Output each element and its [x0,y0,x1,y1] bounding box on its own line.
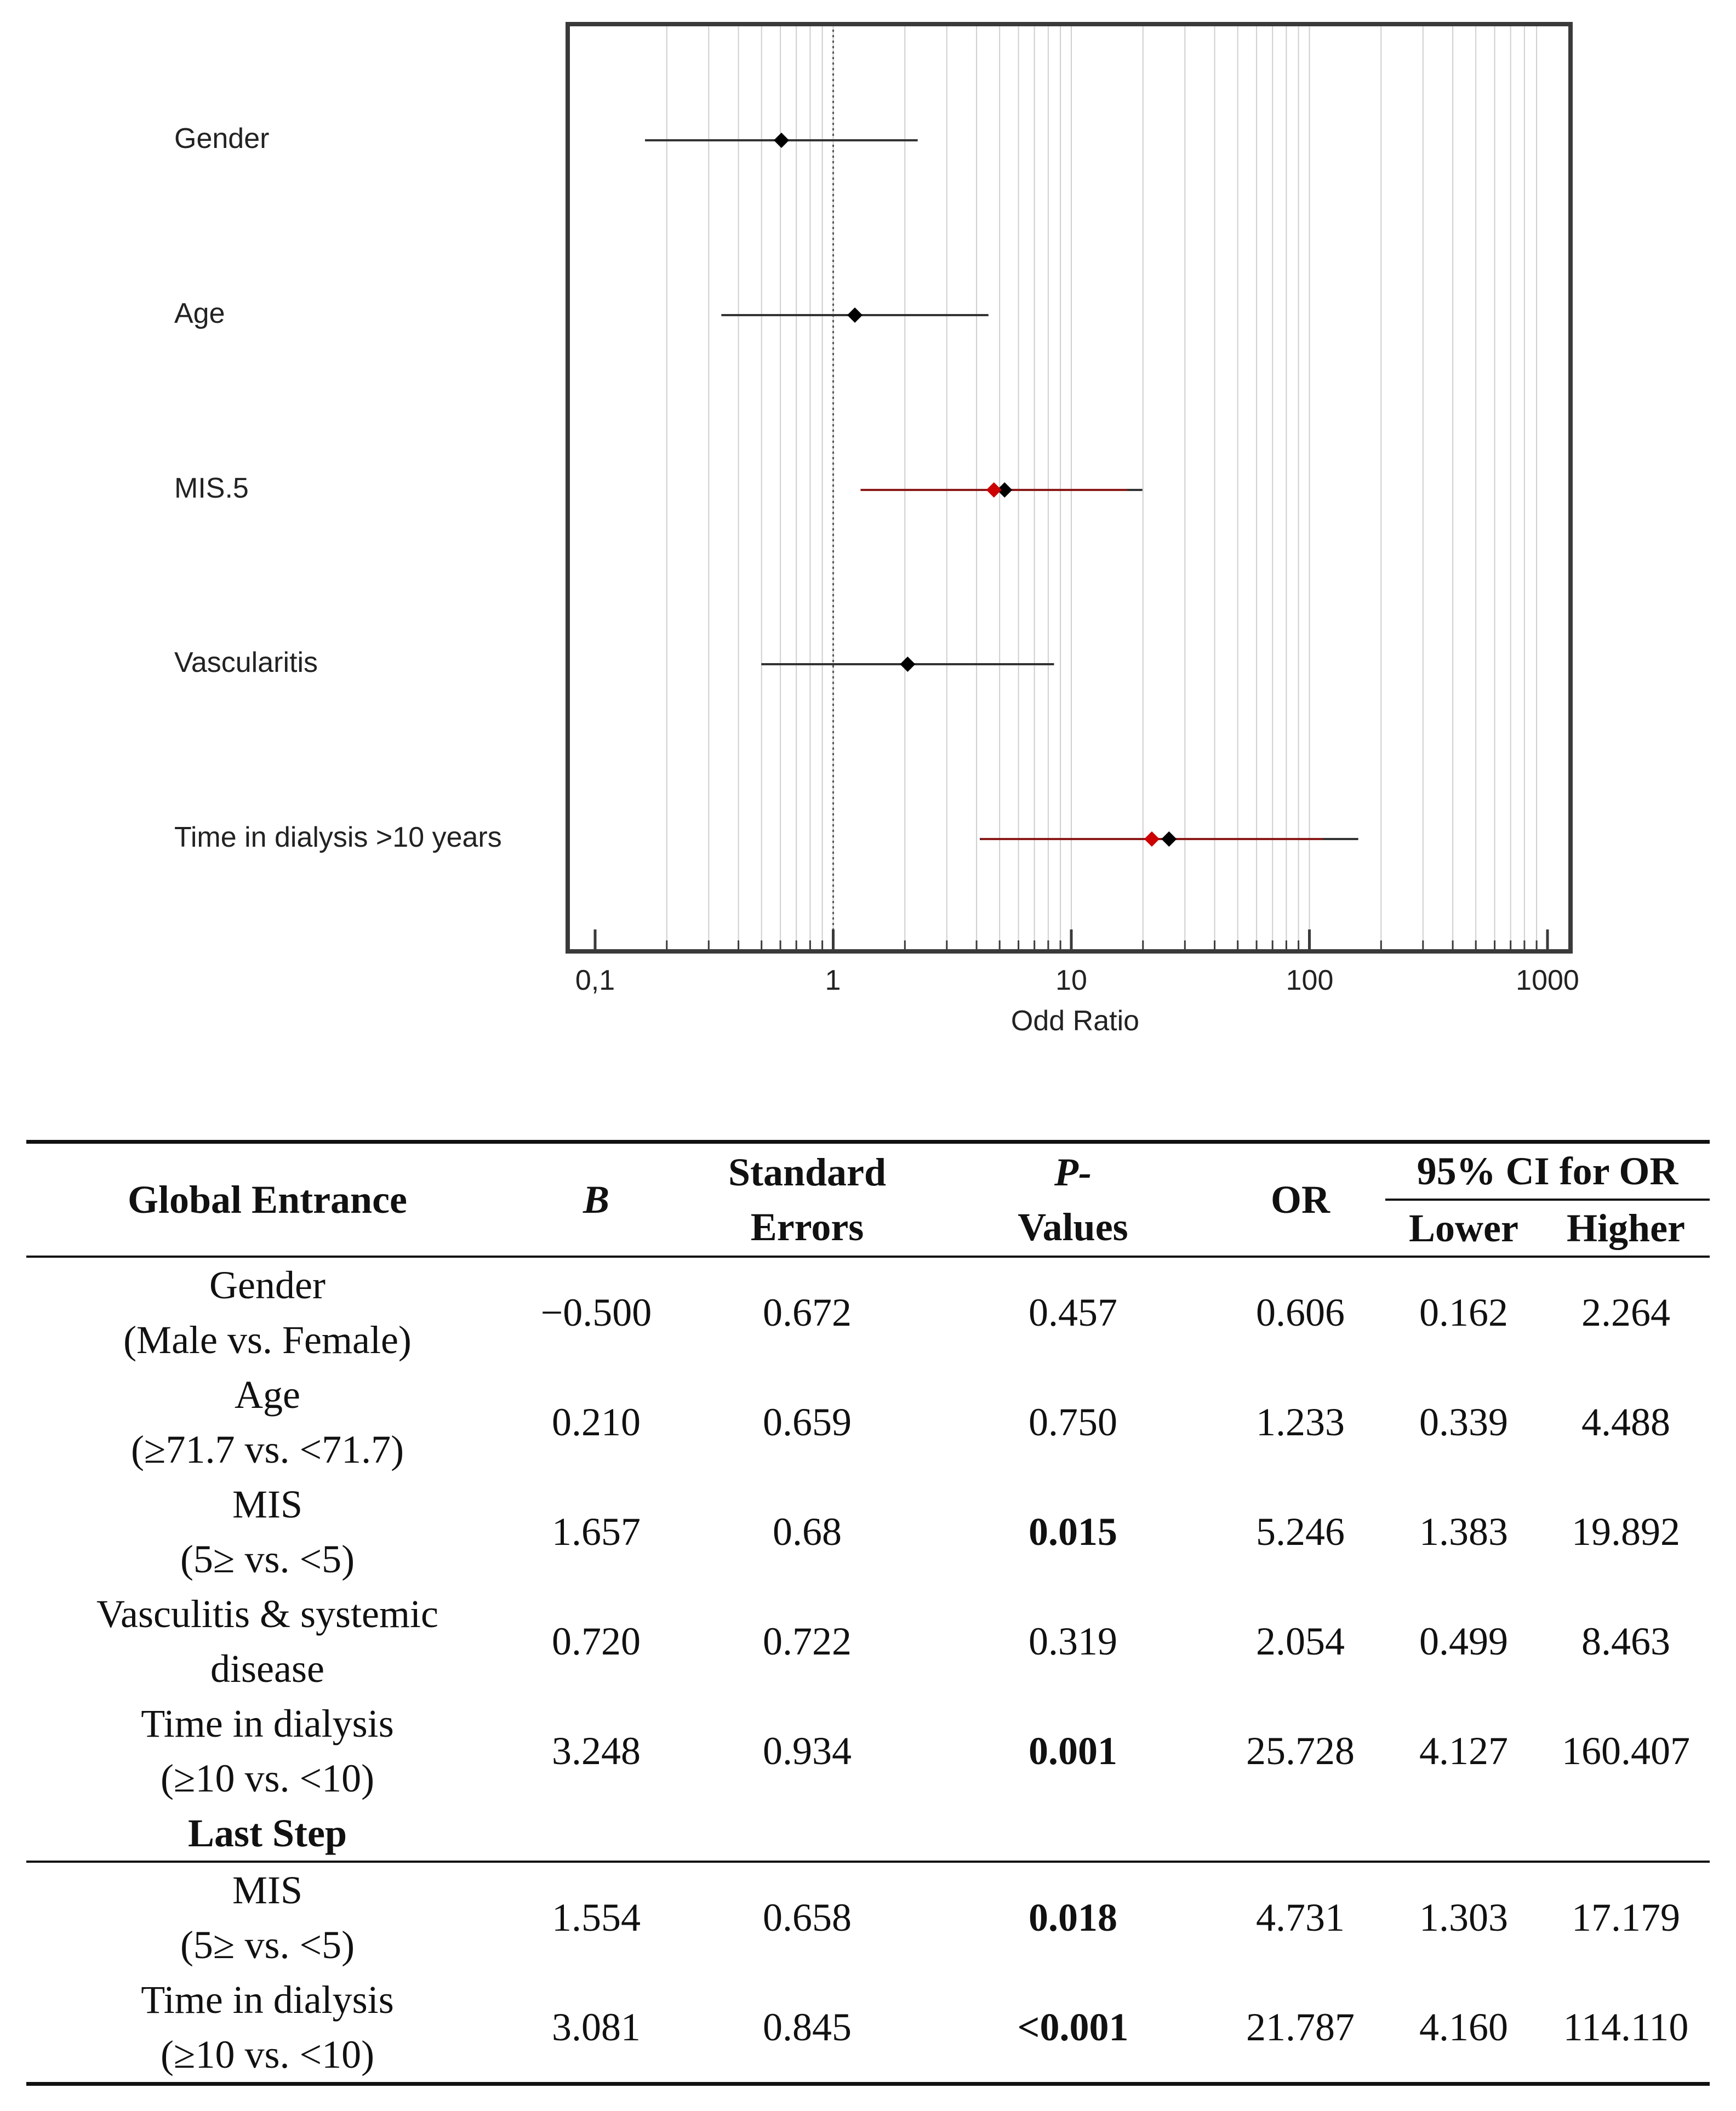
x-axis-title: Odd Ratio [1011,1005,1139,1037]
header-row: Global Entrance B Standard Errors P- Value… [26,1140,1710,1258]
point-estimate-last-step [1144,831,1160,847]
grid-lines [666,24,1538,951]
point-estimate-global [847,307,863,323]
header-or: OR [1215,1140,1385,1258]
point-estimate-global [1161,831,1177,847]
header-b: B [509,1140,684,1258]
p-cell: 0.750 [1029,1400,1117,1444]
b-cell: 0.210 [552,1400,641,1444]
table-row: Gender (Male vs. Female) −0.500 0.672 0.4… [26,1257,1710,1367]
se-cell: 0.658 [763,1896,852,1939]
row-labels: Gender Age MIS.5 Vascularitis Time in di… [174,123,502,853]
x-tick-label: 100 [1286,965,1334,996]
higher-cell: 114.110 [1542,1972,1710,2086]
or-cell: 21.787 [1215,1972,1385,2086]
forest-plot: Gender Age MIS.5 Vascularitis Time in di… [174,22,1579,1037]
row-label: Gender [174,123,269,155]
header-p-values: P- Values [930,1140,1215,1258]
header-subrow: Lower Higher [26,1200,1710,1258]
p-cell: 0.001 [1029,1729,1117,1773]
or-cell: 5.246 [1256,1510,1345,1554]
last-step-label: Last Step [26,1806,509,1863]
lower-cell: 0.499 [1419,1619,1508,1663]
row-label: MIS.5 [174,472,249,504]
higher-cell: 160.407 [1562,1729,1690,1773]
header-higher: Higher [1542,1200,1710,1258]
table-row: Time in dialysis (≥10 vs. <10) 3.081 0.84… [26,1972,1710,2086]
variable-cell: Time in dialysis (≥10 vs. <10) [26,1972,509,2086]
row-label: Age [174,298,225,329]
se-cell: 0.672 [763,1291,852,1334]
p-cell: 0.457 [1029,1291,1117,1334]
x-tick-label: 1000 [1516,965,1579,996]
b-cell: 0.720 [552,1619,641,1663]
forest-marks [645,133,1358,847]
point-estimate-global [773,133,789,148]
x-tick-label: 1 [825,965,841,996]
higher-cell: 17.179 [1572,1896,1680,1939]
se-cell: 0.68 [773,1510,842,1554]
higher-cell: 4.488 [1581,1400,1670,1444]
or-cell: 4.731 [1256,1896,1345,1939]
table-row: MIS (5≥ vs. <5) 1.657 0.68 0.015 5.246 1.… [26,1477,1710,1587]
x-tick-labels: 0,1 1 10 100 1000 [575,965,1579,996]
se-cell: 0.934 [763,1729,852,1773]
lower-cell: 4.160 [1385,1972,1542,2086]
lower-cell: 0.162 [1419,1291,1508,1334]
se-cell: 0.845 [684,1972,930,2086]
higher-cell: 2.264 [1581,1291,1670,1334]
higher-cell: 8.463 [1581,1619,1670,1663]
lower-cell: 0.339 [1419,1400,1508,1444]
variable-cell: MIS (5≥ vs. <5) [180,1482,355,1581]
header-global-entrance: Global Entrance [26,1140,509,1258]
x-tick-label: 0,1 [575,965,615,996]
header-ci: 95% CI for OR [1385,1140,1710,1201]
or-cell: 25.728 [1246,1729,1355,1773]
p-cell: <0.001 [930,1972,1215,2086]
header-standard-errors: Standard Errors [684,1140,930,1258]
variable-cell: Vasculitis & systemic disease [96,1592,438,1691]
se-cell: 0.659 [763,1400,852,1444]
row-label: Vascularitis [174,647,318,678]
plot-frame [566,22,1573,954]
point-estimate-last-step [986,482,1002,498]
se-cell: 0.722 [763,1619,852,1663]
variable-cell: Gender (Male vs. Female) [123,1263,412,1362]
or-cell: 0.606 [1256,1291,1345,1334]
x-tick-label: 10 [1055,965,1087,996]
header-lower: Lower [1385,1200,1542,1258]
point-estimate-global [997,482,1013,498]
b-cell: −0.500 [540,1291,652,1334]
table-row: Age (≥71.7 vs. <71.7) 0.210 0.659 0.750 1… [26,1367,1710,1477]
variable-cell: MIS (5≥ vs. <5) [180,1868,355,1967]
variable-cell: Time in dialysis (≥10 vs. <10) [141,1702,394,1800]
lower-cell: 1.303 [1419,1896,1508,1939]
b-cell: 3.248 [552,1729,641,1773]
p-cell: 0.319 [1029,1619,1117,1663]
variable-cell: Age (≥71.7 vs. <71.7) [130,1373,404,1471]
lower-cell: 1.383 [1419,1510,1508,1554]
or-cell: 1.233 [1256,1400,1345,1444]
p-cell: 0.018 [1029,1896,1117,1939]
row-label: Time in dialysis >10 years [174,821,502,853]
higher-cell: 19.892 [1572,1510,1680,1554]
point-estimate-global [900,657,916,672]
table-row: MIS (5≥ vs. <5) 1.554 0.658 0.018 4.731 1… [26,1862,1710,1972]
x-axis-ticks [593,929,1549,951]
or-cell: 2.054 [1256,1619,1345,1663]
lower-cell: 4.127 [1419,1729,1508,1773]
p-cell: 0.015 [1029,1510,1117,1554]
table-row: Time in dialysis (≥10 vs. <10) 3.248 0.93… [26,1696,1710,1806]
table-row: Vasculitis & systemic disease 0.720 0.722… [26,1587,1710,1696]
b-cell: 1.657 [552,1510,641,1554]
b-cell: 3.081 [509,1972,684,2086]
b-cell: 1.554 [552,1896,641,1939]
regression-table: Global Entrance B Standard Errors P- Value… [26,1140,1710,2086]
section-row-last-step: Last Step [26,1806,1710,1863]
